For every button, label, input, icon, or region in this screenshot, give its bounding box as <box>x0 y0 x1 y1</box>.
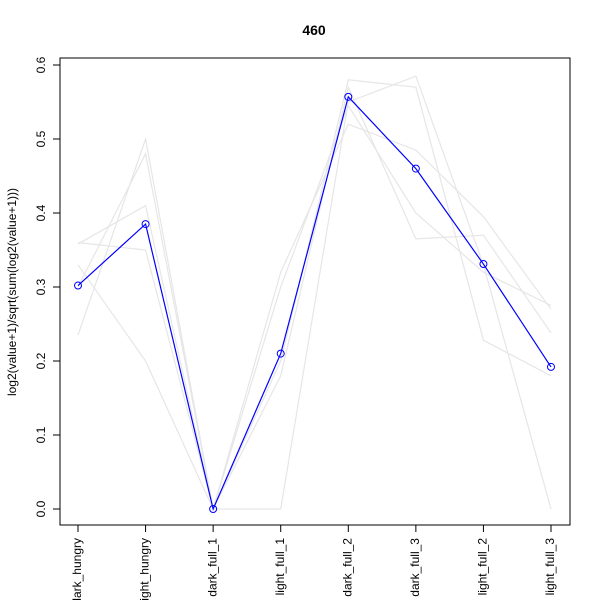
x-tick-label: dark_full_2 <box>340 538 354 597</box>
data-point <box>276 349 285 358</box>
background-series-line <box>77 123 552 510</box>
background-series-line <box>77 85 552 511</box>
x-tick-label: light_full_2 <box>476 538 490 596</box>
background-series-line <box>77 104 552 510</box>
x-tick-label: light_full_3 <box>543 538 557 596</box>
chart-title: 460 <box>302 22 326 38</box>
data-point <box>411 164 420 173</box>
x-tick-label: light_hungry <box>138 538 152 600</box>
x-tick-label: light_full_1 <box>273 538 287 596</box>
data-point <box>479 260 488 269</box>
background-series-line <box>77 79 552 511</box>
data-point <box>344 92 353 101</box>
x-axis: dark_hungry light_hungry dark_full_1 light_… <box>70 524 557 600</box>
highlight-series <box>74 92 555 513</box>
y-tick-label: 0.0 <box>34 500 48 517</box>
x-tick-label: dark_hungry <box>70 538 84 600</box>
y-axis-label: log2(value+1)/sqrt(sum(log2(value+1))) <box>5 188 19 396</box>
background-series <box>77 75 552 511</box>
y-axis: 0.0 0.1 0.2 0.3 0.4 0.5 0.6 <box>34 56 61 517</box>
data-point <box>74 281 82 290</box>
data-point <box>209 505 218 513</box>
y-tick-label: 0.4 <box>34 204 48 221</box>
x-tick-label: dark_full_3 <box>408 538 422 597</box>
background-series-line <box>77 75 552 510</box>
y-tick-label: 0.3 <box>34 278 48 295</box>
x-tick-label: dark_full_1 <box>205 538 219 597</box>
y-tick-label: 0.5 <box>34 130 48 147</box>
data-point <box>547 362 555 371</box>
y-tick-label: 0.2 <box>34 352 48 369</box>
y-tick-label: 0.6 <box>34 56 48 73</box>
data-point <box>141 220 150 229</box>
plot-frame <box>59 57 571 526</box>
series-line <box>77 95 552 511</box>
y-tick-label: 0.1 <box>34 426 48 443</box>
